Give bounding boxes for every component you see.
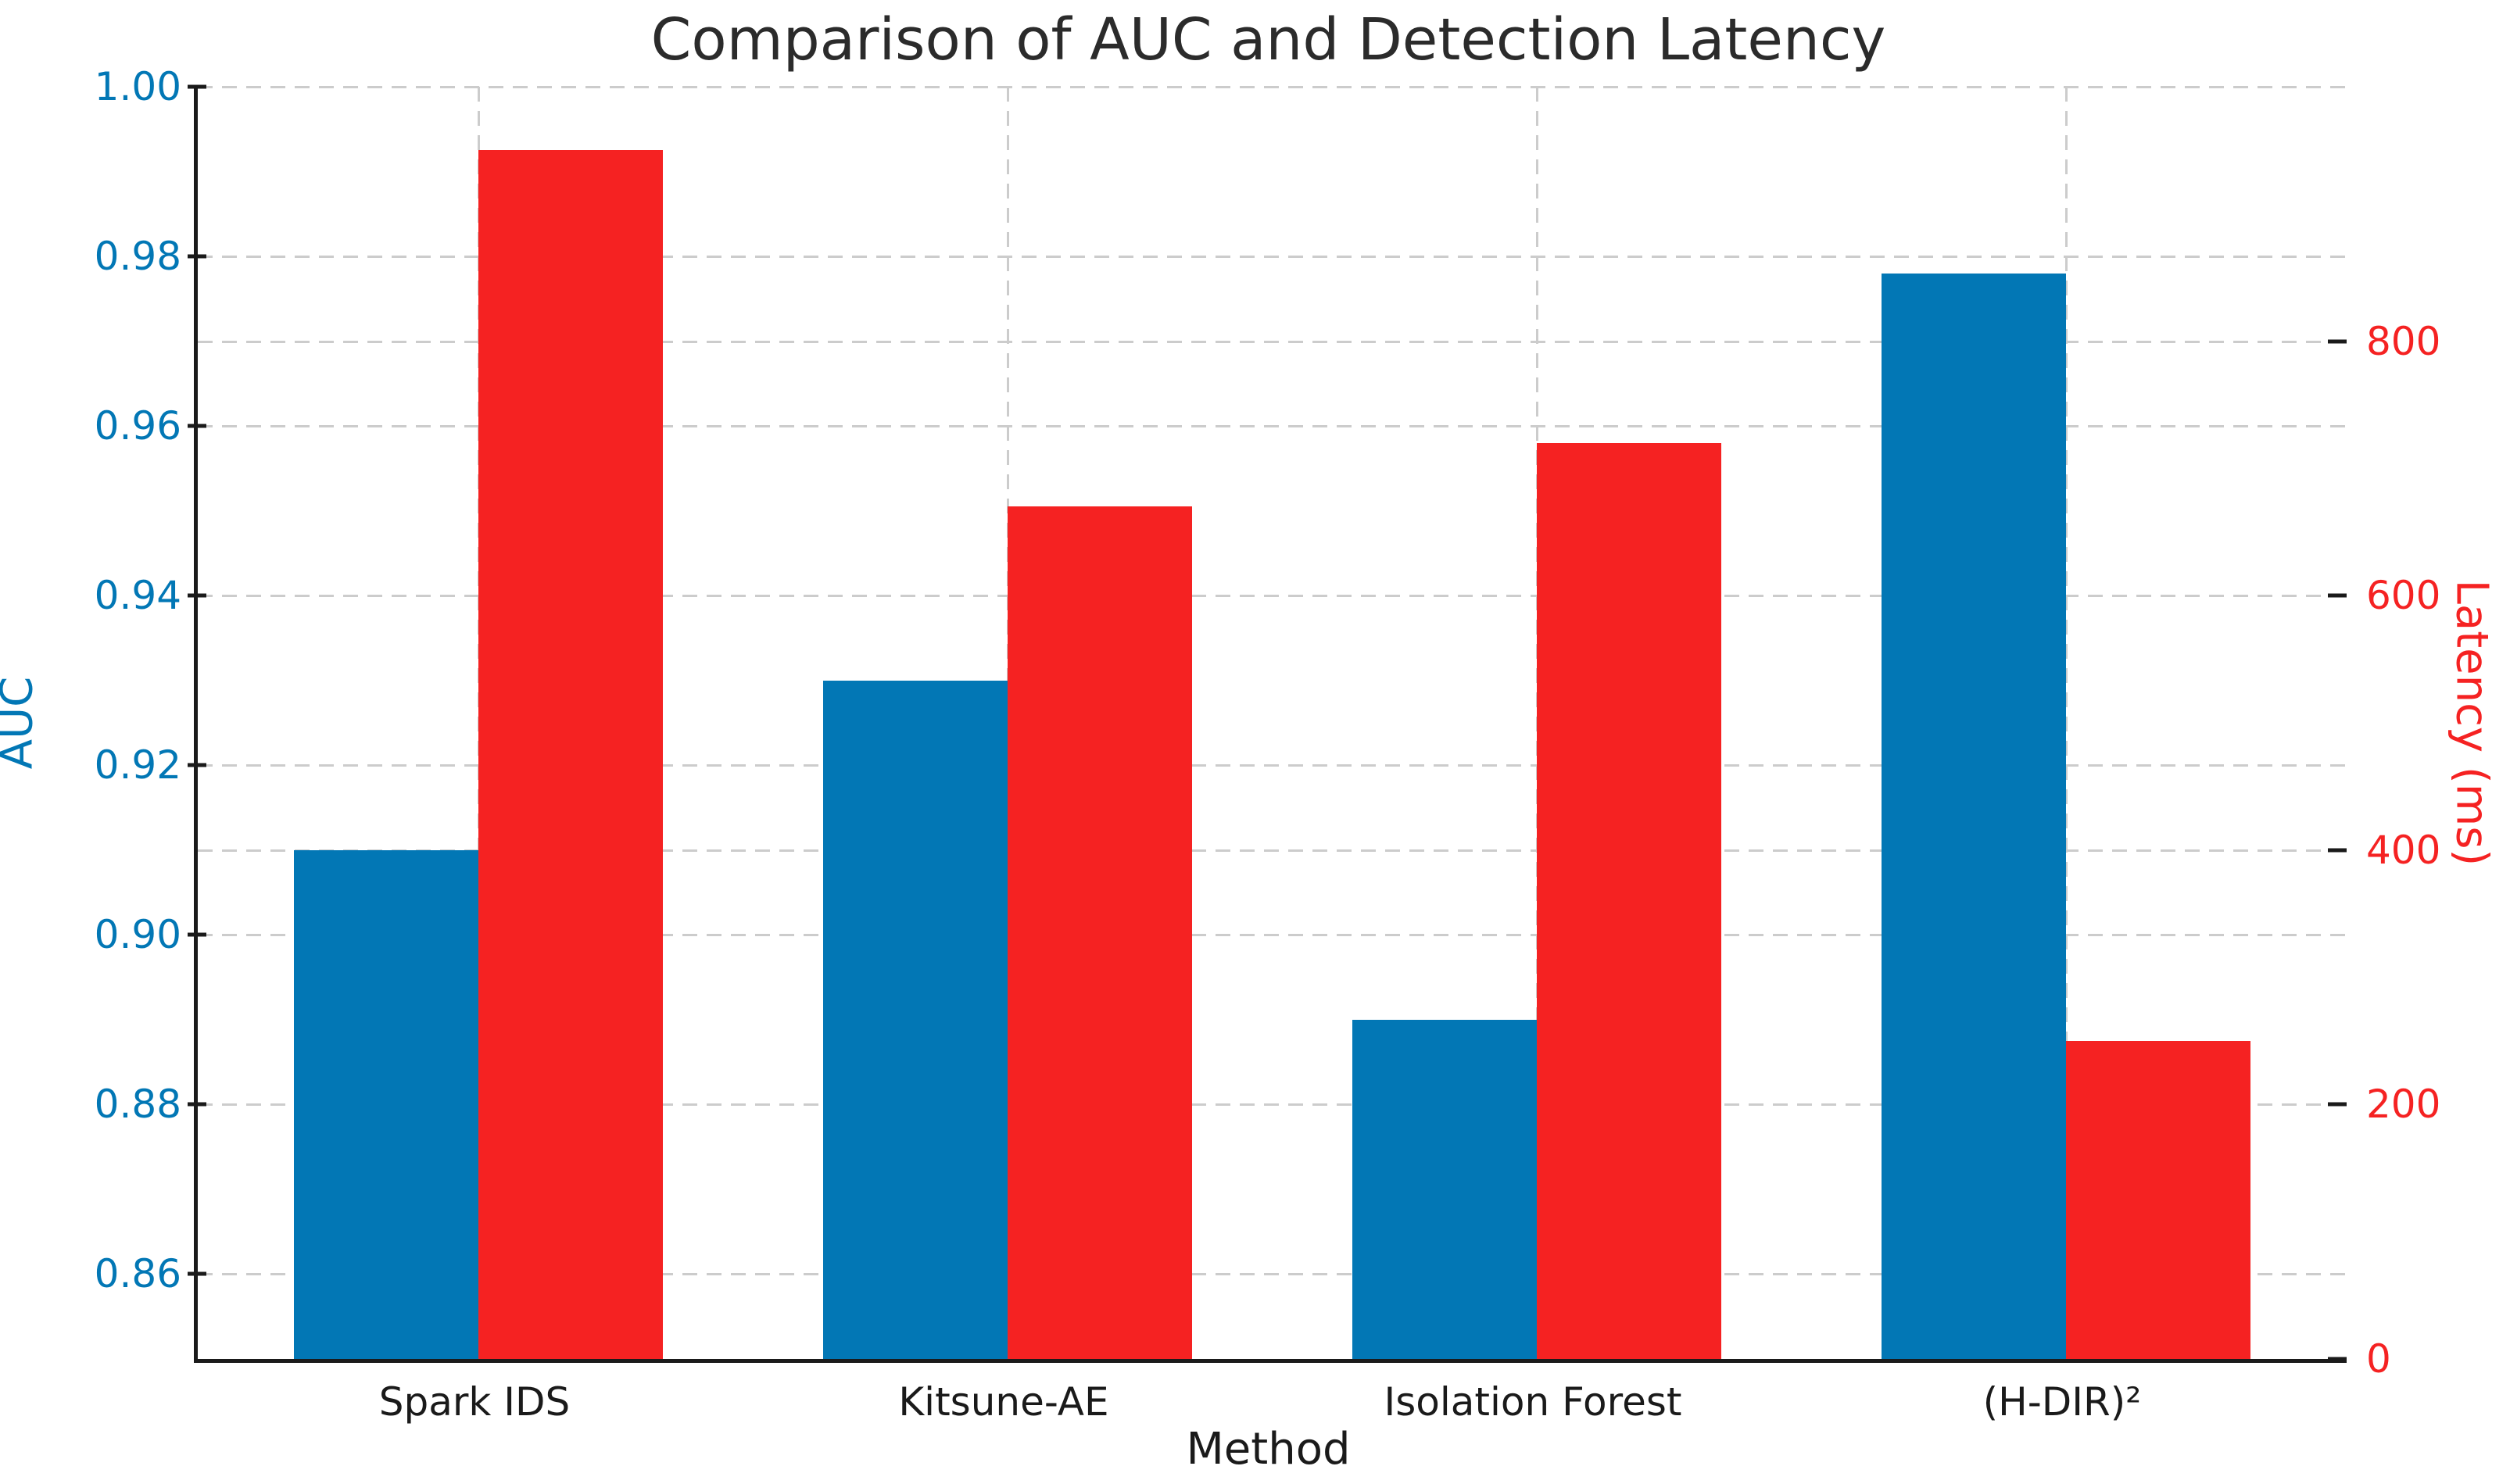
left-tick-mark: [188, 1102, 206, 1107]
left-tick-mark: [188, 84, 206, 89]
left-tick-label: 0.98: [94, 234, 181, 280]
bar-auc-h-dir: [1882, 273, 2066, 1359]
gridline-h: [198, 1103, 2347, 1106]
gridline-h: [198, 934, 2347, 936]
gridline-h: [198, 595, 2347, 597]
left-tick-label: 1.00: [94, 64, 181, 109]
left-tick-label: 0.90: [94, 912, 181, 958]
gridline-v: [2065, 87, 2068, 1359]
x-tick-label-h-dir: (H-DIR)²: [1982, 1379, 2142, 1425]
left-tick-mark: [188, 763, 206, 767]
bar-latency-kitsune-ae: [1008, 506, 1192, 1359]
plot-area: [194, 86, 2347, 1363]
right-axis-label: Latency (ms): [2446, 579, 2497, 867]
bar-latency-isolation-forest: [1537, 442, 1721, 1359]
right-tick-mark: [2328, 1357, 2347, 1361]
left-tick-label: 0.94: [94, 573, 181, 619]
left-tick-mark: [188, 424, 206, 428]
gridline-h: [198, 425, 2347, 427]
right-tick-mark: [2328, 1102, 2347, 1107]
bar-auc-kitsune-ae: [823, 680, 1008, 1359]
right-tick-mark: [2328, 339, 2347, 344]
bar-auc-spark-ids: [294, 849, 478, 1359]
left-tick-mark: [188, 593, 206, 598]
x-tick-label-isolation-forest: Isolation Forest: [1384, 1379, 1682, 1425]
right-tick-label: 0: [2366, 1336, 2391, 1382]
right-tick-mark: [2328, 848, 2347, 853]
left-tick-label: 0.88: [94, 1082, 181, 1128]
left-tick-label: 0.96: [94, 403, 181, 449]
gridline-h: [198, 86, 2347, 88]
left-tick-mark: [188, 932, 206, 937]
gridline-h: [198, 764, 2347, 767]
right-tick-mark: [2328, 593, 2347, 598]
gridline-h: [198, 256, 2347, 258]
right-tick-label: 200: [2366, 1082, 2441, 1128]
gridline-h: [198, 849, 2347, 852]
left-tick-mark: [188, 254, 206, 259]
right-tick-label: 600: [2366, 573, 2441, 619]
bar-latency-spark-ids: [478, 150, 663, 1359]
bar-latency-h-dir: [2066, 1041, 2250, 1359]
right-tick-label: 800: [2366, 318, 2441, 364]
left-tick-label: 0.92: [94, 742, 181, 788]
bar-auc-isolation-forest: [1352, 1019, 1537, 1359]
left-tick-mark: [188, 1271, 206, 1276]
left-tick-label: 0.86: [94, 1251, 181, 1297]
x-axis-label: Method: [1186, 1424, 1351, 1475]
gridline-h: [198, 341, 2347, 343]
gridline-h: [198, 1273, 2347, 1275]
right-tick-label: 400: [2366, 827, 2441, 873]
x-tick-label-spark-ids: Spark IDS: [378, 1379, 571, 1425]
chart-title: Comparison of AUC and Detection Latency: [650, 6, 1886, 73]
x-tick-label-kitsune-ae: Kitsune-AE: [898, 1379, 1109, 1425]
